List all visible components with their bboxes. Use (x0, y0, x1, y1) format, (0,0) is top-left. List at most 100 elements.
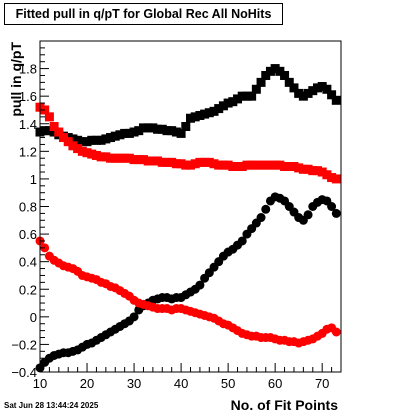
data-point (162, 157, 172, 167)
data-point (138, 155, 148, 165)
data-point (242, 160, 252, 170)
data-point (96, 135, 106, 145)
x-tick-label: 70 (315, 376, 329, 391)
data-point (265, 160, 275, 170)
data-point (87, 149, 97, 159)
y-tick-label: 1.6 (19, 89, 37, 104)
data-point (176, 128, 186, 138)
data-point (284, 77, 294, 87)
data-point (331, 208, 341, 218)
data-point (261, 70, 271, 80)
data-point (171, 127, 181, 137)
data-point (247, 160, 257, 170)
data-point (157, 124, 167, 134)
data-point (110, 153, 120, 163)
data-point (171, 159, 181, 169)
data-point (91, 150, 101, 160)
data-point (303, 210, 313, 220)
data-point (233, 162, 243, 172)
data-point (322, 84, 332, 94)
x-tick-label: 20 (80, 376, 94, 391)
x-tick-label: 30 (127, 376, 141, 391)
data-point (200, 157, 210, 167)
data-point (275, 160, 285, 170)
data-point (73, 135, 83, 145)
data-point (270, 160, 280, 170)
series-2 (35, 192, 341, 373)
data-point (233, 94, 243, 104)
data-point (49, 127, 59, 137)
y-tick-label: −0.4 (11, 365, 37, 380)
data-point (59, 133, 69, 143)
data-point (148, 156, 158, 166)
data-point (256, 77, 266, 87)
data-point (134, 126, 144, 136)
x-tick-label: 40 (174, 376, 188, 391)
data-point (167, 157, 177, 167)
data-point (73, 144, 83, 154)
series-0 (35, 64, 341, 147)
y-tick-label: 1.8 (19, 62, 37, 77)
data-point (242, 91, 252, 101)
data-point (256, 213, 266, 223)
data-point (327, 173, 337, 183)
data-point (327, 202, 337, 211)
data-point (129, 312, 139, 322)
data-point (280, 162, 290, 172)
y-tick-label: 0.6 (19, 227, 37, 242)
data-point (153, 124, 163, 134)
data-point (129, 127, 139, 137)
data-point (148, 123, 158, 133)
x-tick-label: 60 (268, 376, 282, 391)
data-point (195, 280, 205, 290)
x-tick-label: 50 (221, 376, 235, 391)
data-point (204, 157, 214, 167)
axes: 10 20 30 40 50 60 70 −0.4 −0.2 0 0.2 0.4 0.6 0.8 1 1.2 1… (11, 40, 342, 391)
data-point (143, 156, 153, 166)
data-point (308, 166, 318, 176)
data-point (298, 91, 308, 101)
data-point (303, 88, 313, 98)
timestamp: Sat Jun 28 13:44:24 2025 (4, 401, 99, 410)
data-point (186, 160, 195, 170)
data-point (261, 204, 271, 214)
data-point (44, 112, 54, 122)
data-point (195, 110, 205, 120)
y-tick-label: 0.8 (19, 200, 37, 215)
data-point (247, 91, 257, 101)
data-point (77, 146, 87, 156)
data-point (120, 128, 130, 138)
y-tick-label: 0.2 (19, 282, 37, 297)
y-tick-label: −0.2 (11, 337, 37, 352)
data-point (138, 123, 148, 133)
data-point (228, 162, 238, 172)
data-point (115, 130, 125, 140)
data-point (294, 163, 304, 173)
data-point (237, 162, 247, 172)
data-point (261, 160, 271, 170)
data-point (77, 137, 87, 147)
data-point (204, 108, 214, 118)
data-point (44, 126, 54, 136)
data-point (223, 160, 233, 170)
y-tick-label: 1.4 (19, 117, 37, 132)
data-point (120, 153, 130, 163)
data-point (214, 160, 224, 170)
data-point (237, 91, 247, 101)
data-point (228, 97, 238, 107)
data-point (312, 166, 322, 176)
data-point (331, 95, 341, 105)
data-point (294, 88, 304, 98)
x-tick-label: 10 (33, 376, 47, 391)
data-point (331, 174, 341, 184)
data-point (96, 152, 106, 162)
data-point (298, 164, 308, 174)
data-point (223, 98, 233, 108)
data-point (124, 153, 134, 163)
data-point (237, 236, 247, 246)
data-point (265, 66, 275, 76)
data-point (209, 106, 219, 116)
data-point (195, 157, 205, 167)
data-point (54, 127, 64, 137)
